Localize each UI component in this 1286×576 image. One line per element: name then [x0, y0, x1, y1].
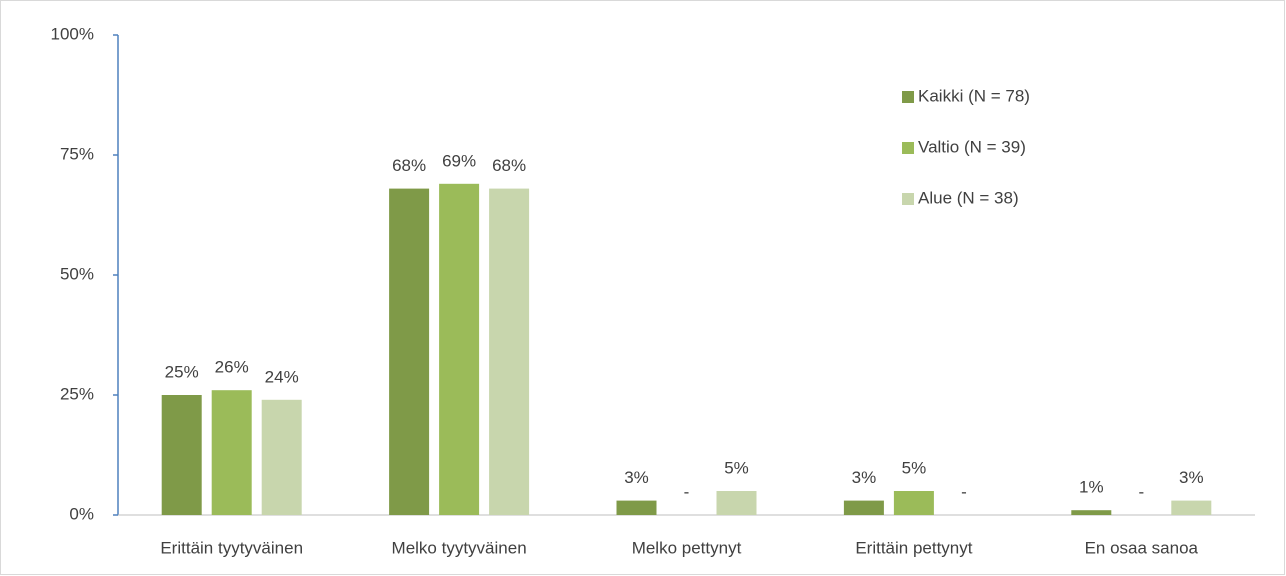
y-tick-label: 100%: [51, 24, 94, 43]
x-tick-label: Melko pettynyt: [632, 538, 742, 557]
bar: [1071, 510, 1112, 515]
legend-label: Alue (N = 38): [918, 188, 1019, 207]
bar: [893, 491, 934, 515]
bar: [843, 500, 884, 515]
data-label: 68%: [492, 156, 526, 175]
bar: [489, 188, 530, 515]
data-label: -: [684, 482, 690, 501]
x-tick-label: En osaa sanoa: [1085, 538, 1199, 557]
data-label: 1%: [1079, 478, 1104, 497]
data-label: 3%: [624, 468, 649, 487]
legend-swatch: [902, 91, 914, 103]
legend-swatch: [902, 193, 914, 205]
data-label: 69%: [442, 151, 476, 170]
x-tick-label: Erittäin tyytyväinen: [160, 538, 303, 557]
bar: [389, 188, 430, 515]
y-tick-label: 75%: [60, 144, 94, 163]
y-tick-label: 0%: [69, 504, 94, 523]
y-tick-label: 25%: [60, 384, 94, 403]
data-label: -: [961, 482, 967, 501]
bar: [1171, 500, 1212, 515]
data-label: 68%: [392, 156, 426, 175]
bar: [439, 183, 480, 516]
x-tick-label: Melko tyytyväinen: [392, 538, 527, 557]
data-label: 25%: [165, 362, 199, 381]
legend-label: Kaikki (N = 78): [918, 86, 1030, 105]
bar: [616, 500, 657, 515]
data-label: 3%: [852, 468, 877, 487]
bar: [161, 395, 202, 515]
y-tick-label: 50%: [60, 264, 94, 283]
bar: [211, 390, 252, 515]
bar: [261, 399, 302, 515]
x-tick-label: Erittäin pettynyt: [855, 538, 972, 557]
data-label: 3%: [1179, 468, 1204, 487]
data-label: 24%: [265, 367, 299, 386]
data-label: 5%: [902, 458, 927, 477]
bar: [716, 491, 757, 515]
legend-swatch: [902, 142, 914, 154]
data-label: -: [1138, 482, 1144, 501]
data-label: 26%: [215, 358, 249, 377]
data-label: 5%: [724, 458, 749, 477]
legend-label: Valtio (N = 39): [918, 137, 1026, 156]
